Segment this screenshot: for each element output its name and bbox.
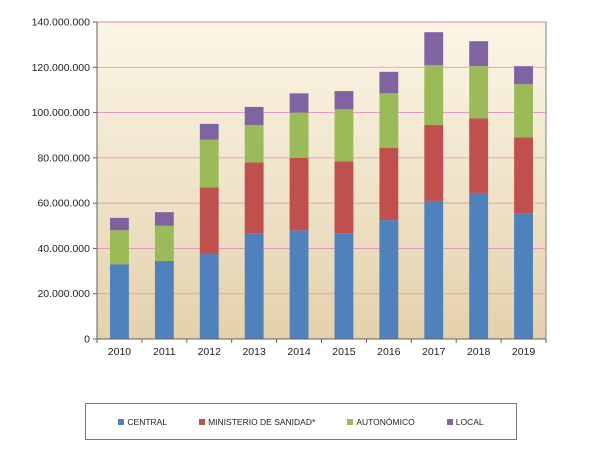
bar-segment-auton-mico-2012 bbox=[199, 139, 219, 188]
y-tick-label: 100.000.000 bbox=[32, 107, 91, 119]
y-tick-label: 20.000.000 bbox=[37, 288, 90, 300]
legend-entry: AUTONÓMICO bbox=[347, 416, 415, 427]
bar-segment-auton-mico-2017 bbox=[424, 65, 444, 126]
x-tick-label: 2018 bbox=[467, 346, 491, 358]
bar-segment-local-2013 bbox=[244, 106, 264, 126]
x-tick-label: 2019 bbox=[512, 346, 536, 358]
legend-label: CENTRAL bbox=[127, 416, 168, 427]
legend: CENTRAL MINISTERIO DE SANIDAD* AUTONÓMICO L… bbox=[85, 403, 517, 440]
legend-entry: CENTRAL bbox=[118, 417, 167, 427]
legend-swatch bbox=[446, 418, 453, 425]
legend-swatch bbox=[118, 418, 125, 425]
y-tick-label: 60.000.000 bbox=[37, 198, 90, 210]
bar-segment-ministerio-de-sanidad-2017 bbox=[424, 125, 444, 201]
bar-segment-local-2015 bbox=[334, 91, 354, 110]
bar-segment-auton-mico-2013 bbox=[244, 125, 264, 163]
x-tick-label: 2013 bbox=[242, 346, 266, 358]
x-tick-label: 2017 bbox=[422, 346, 446, 358]
bar-segment-central-2016 bbox=[379, 220, 399, 339]
y-tick-label: 140.000.000 bbox=[32, 17, 91, 29]
bar-segment-local-2010 bbox=[110, 217, 129, 231]
bar-segment-ministerio-de-sanidad-2019 bbox=[514, 137, 533, 214]
x-tick-label: 2014 bbox=[287, 346, 311, 358]
bar-segment-ministerio-de-sanidad-2013 bbox=[244, 162, 264, 234]
legend-entry: LOCAL bbox=[446, 416, 484, 427]
bar-segment-ministerio-de-sanidad-2015 bbox=[334, 161, 354, 234]
y-tick-label: 40.000.000 bbox=[37, 243, 90, 255]
bar-segment-auton-mico-2019 bbox=[514, 84, 533, 138]
bar-segment-central-2013 bbox=[244, 233, 264, 339]
legend-label: AUTONÓMICO bbox=[356, 416, 415, 427]
bar-segment-ministerio-de-sanidad-2018 bbox=[469, 118, 489, 193]
legend-entry: MINISTERIO DE SANIDAD* bbox=[199, 417, 315, 427]
stacked-bar-chart: 0 20.000.000 40.000.000 60.000.000 80.000.00… bbox=[32, 17, 547, 358]
bar-segment-auton-mico-2011 bbox=[154, 225, 174, 261]
bar-segment-ministerio-de-sanidad-2014 bbox=[289, 157, 309, 231]
bar-segment-auton-mico-2015 bbox=[334, 109, 354, 162]
bar-segment-local-2011 bbox=[154, 212, 174, 226]
legend-label: LOCAL bbox=[455, 416, 484, 427]
legend-label: MINISTERIO DE SANIDAD* bbox=[208, 416, 316, 427]
y-tick-label: 0 bbox=[84, 334, 90, 346]
bar-segment-central-2011 bbox=[154, 260, 174, 339]
bar-segment-local-2016 bbox=[379, 71, 399, 94]
legend-swatch bbox=[347, 418, 354, 425]
legend-swatch bbox=[199, 418, 206, 425]
x-tick-label: 2011 bbox=[153, 346, 176, 358]
bar-segment-central-2014 bbox=[289, 230, 309, 339]
bar-segment-ministerio-de-sanidad-2016 bbox=[379, 147, 399, 221]
bar-segment-auton-mico-2010 bbox=[110, 230, 129, 265]
x-tick-label: 2010 bbox=[108, 346, 132, 358]
bar-segment-central-2017 bbox=[424, 200, 444, 339]
x-tick-label: 2016 bbox=[377, 346, 401, 358]
bar-segment-local-2017 bbox=[424, 32, 444, 66]
bar-segment-central-2012 bbox=[199, 254, 219, 339]
bar-segment-central-2010 bbox=[110, 264, 129, 339]
chart-frame: 0 20.000.000 40.000.000 60.000.000 80.000.00… bbox=[6, 6, 592, 442]
bar-segment-local-2014 bbox=[289, 93, 309, 113]
bar-segment-local-2012 bbox=[199, 123, 219, 140]
bar-segment-central-2015 bbox=[334, 233, 354, 339]
bar-segment-central-2018 bbox=[469, 192, 489, 339]
bar-segment-local-2019 bbox=[514, 66, 533, 85]
x-tick-label: 2015 bbox=[332, 346, 356, 358]
bar-segment-auton-mico-2016 bbox=[379, 93, 399, 148]
bar-segment-auton-mico-2018 bbox=[469, 66, 489, 119]
bar-segment-central-2019 bbox=[514, 213, 533, 339]
y-tick-label: 80.000.000 bbox=[37, 152, 90, 164]
y-tick-label: 120.000.000 bbox=[32, 62, 91, 74]
bar-segment-ministerio-de-sanidad-2012 bbox=[199, 187, 219, 255]
bar-segment-auton-mico-2014 bbox=[289, 112, 309, 158]
bar-segment-local-2018 bbox=[469, 41, 489, 67]
x-tick-label: 2012 bbox=[198, 346, 222, 358]
